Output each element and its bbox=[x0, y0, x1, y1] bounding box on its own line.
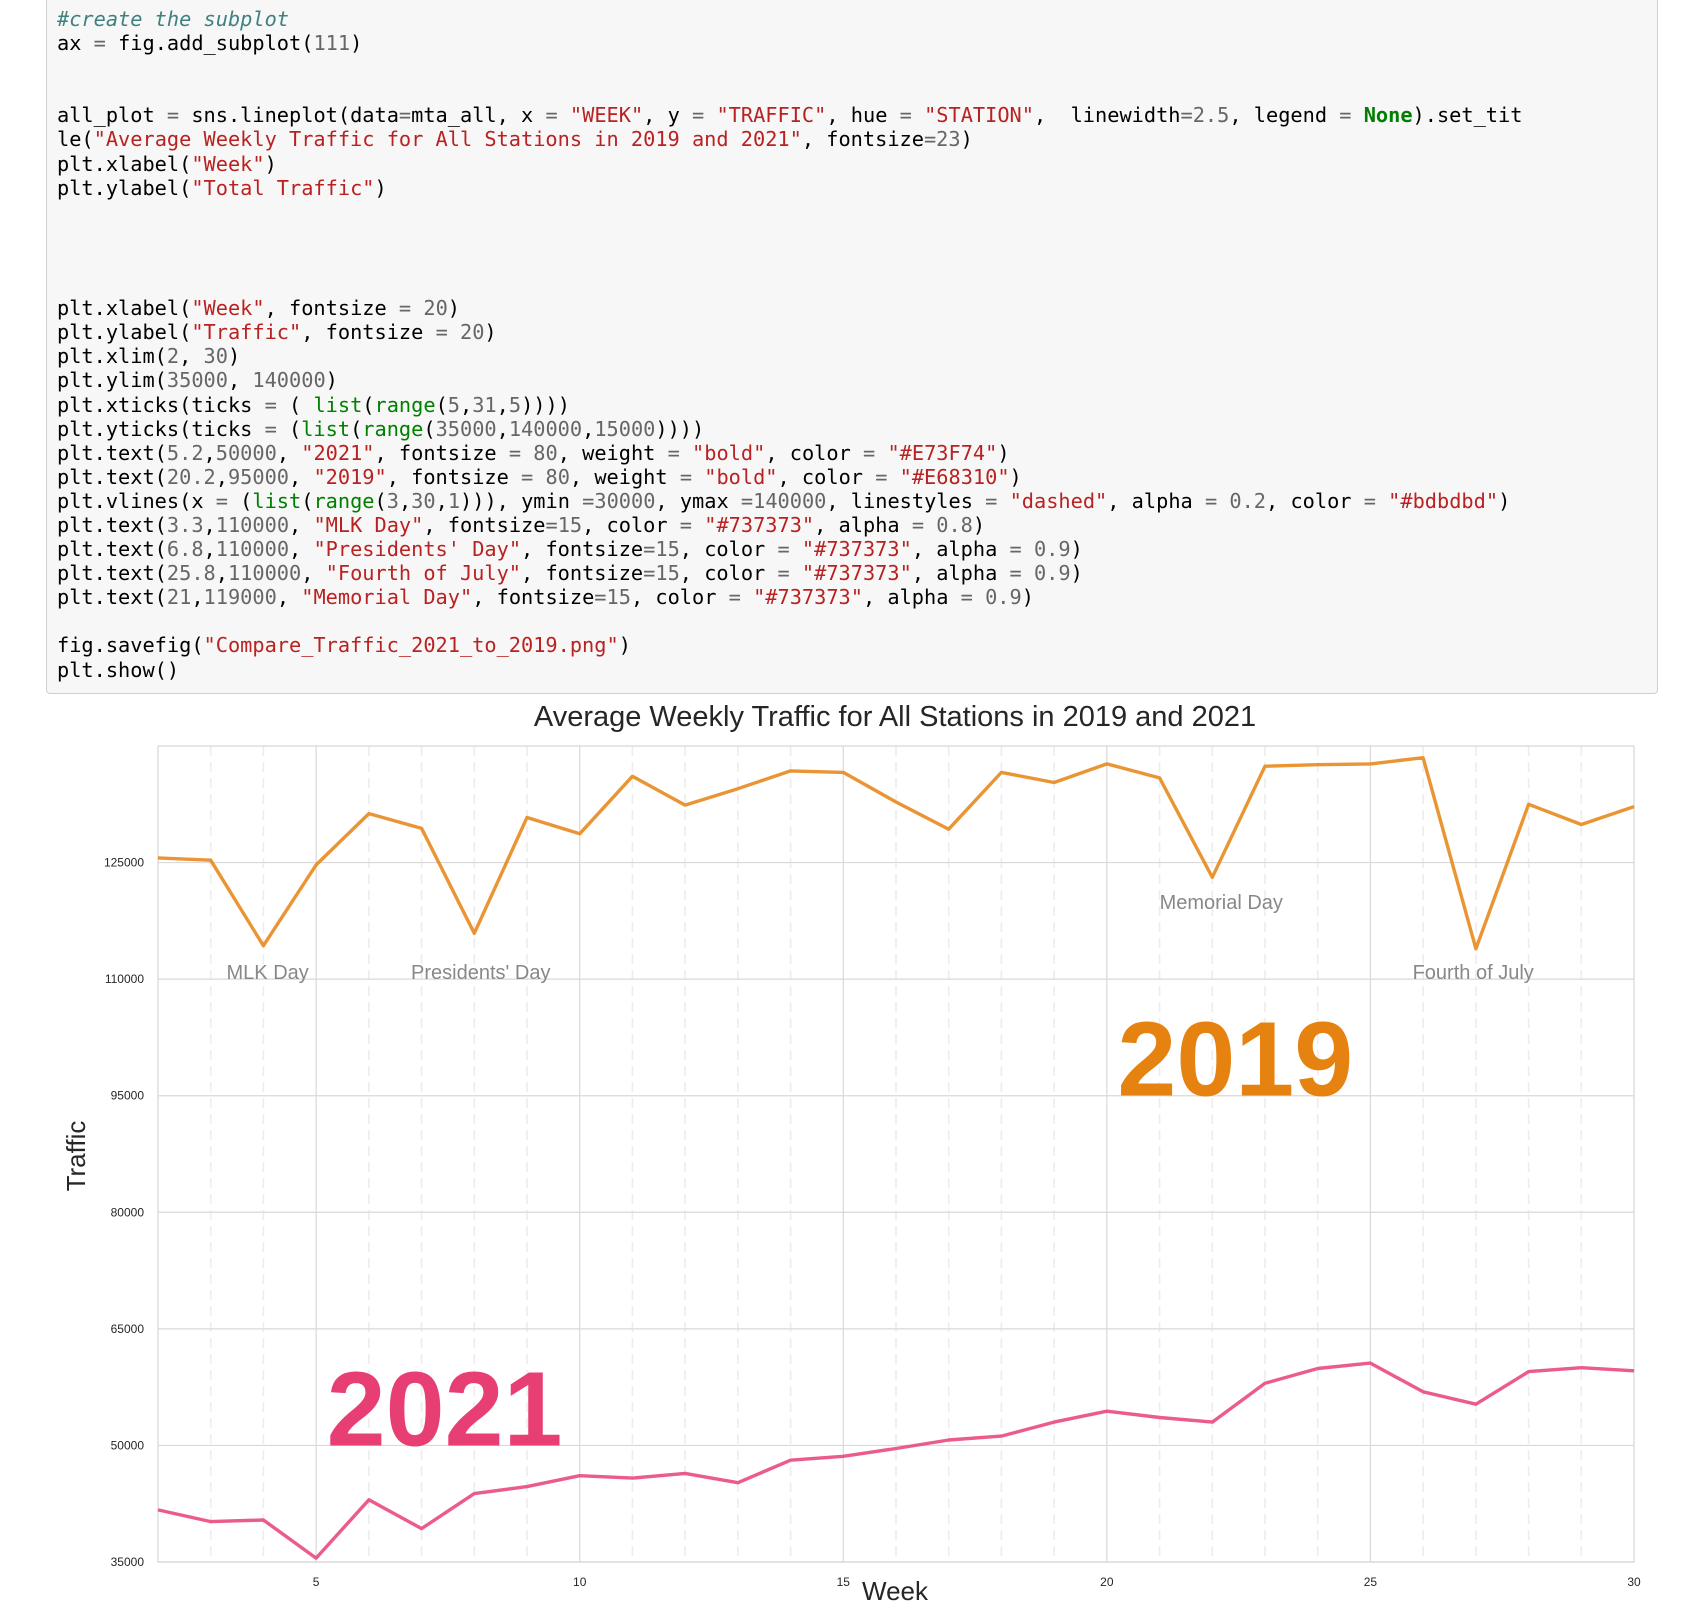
y-tick-label: 35000 bbox=[111, 1555, 145, 1569]
y-axis-label: Traffic bbox=[61, 1121, 91, 1192]
plot-frame bbox=[157, 745, 1635, 1563]
holiday-annotation: Fourth of July bbox=[1413, 962, 1534, 984]
y-tick-label: 65000 bbox=[111, 1322, 145, 1336]
code-cell[interactable]: #create the subplot ax = fig.add_subplot… bbox=[46, 0, 1658, 694]
series-line-0 bbox=[157, 756, 1635, 951]
grid-layer bbox=[158, 746, 1634, 1563]
x-tick-label: 25 bbox=[1364, 1575, 1378, 1589]
x-tick-label: 15 bbox=[837, 1575, 851, 1589]
series-line-1 bbox=[157, 1361, 1635, 1560]
year-annotation: 2021 bbox=[327, 1350, 563, 1468]
y-tick-label: 50000 bbox=[111, 1438, 145, 1452]
x-tick-label: 20 bbox=[1100, 1575, 1114, 1589]
holiday-annotation: Memorial Day bbox=[1160, 892, 1283, 914]
chart-svg: 2021 2019 MLK Day Presidents' Day Fourth of … bbox=[61, 701, 1641, 1606]
series-layer bbox=[157, 756, 1635, 1560]
holiday-annotation: MLK Day bbox=[227, 962, 309, 984]
y-tick-label: 80000 bbox=[111, 1205, 145, 1219]
y-tick-label: 125000 bbox=[104, 856, 144, 870]
year-annotation: 2019 bbox=[1117, 1001, 1353, 1119]
y-tick-label: 95000 bbox=[111, 1089, 145, 1103]
x-axis-label: Week bbox=[862, 1576, 929, 1606]
tick-label-layer: 5 10 15 20 25 30 35000 50000 65000 80000 95000 1100… bbox=[104, 856, 1641, 1589]
y-tick-label: 110000 bbox=[105, 972, 144, 986]
annotation-layer: 2021 2019 MLK Day Presidents' Day Fourth of … bbox=[227, 892, 1534, 1468]
code-block[interactable]: #create the subplot ax = fig.add_subplot… bbox=[57, 7, 1523, 682]
chart-title: Average Weekly Traffic for All Stations … bbox=[534, 701, 1256, 733]
x-tick-label: 5 bbox=[313, 1575, 320, 1589]
holiday-annotation: Presidents' Day bbox=[411, 962, 550, 984]
x-tick-label: 10 bbox=[573, 1575, 587, 1589]
x-tick-label: 30 bbox=[1627, 1575, 1641, 1589]
